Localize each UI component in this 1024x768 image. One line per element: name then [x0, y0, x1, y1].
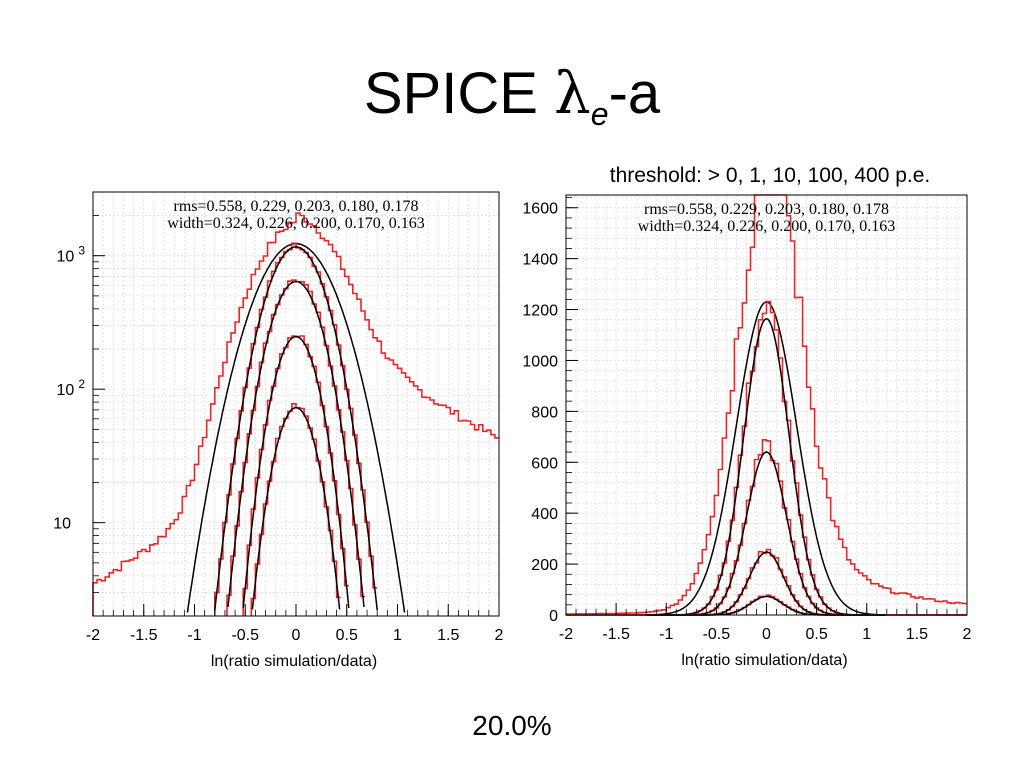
x-tick-label: -0.5: [703, 626, 731, 643]
threshold-note: threshold: > 0, 1, 10, 100, 400 p.e.: [609, 164, 931, 187]
y-tick-label: 400: [531, 506, 558, 523]
x-tick-label: -1.5: [602, 626, 630, 643]
y-tick-base: 1400: [522, 252, 558, 269]
y-tick-base: 400: [531, 506, 558, 523]
x-tick-label: 0.5: [806, 626, 828, 643]
y-tick-label: 800: [531, 404, 558, 421]
y-tick-exponent: 2: [78, 377, 85, 391]
x-tick-label: 1.5: [906, 626, 928, 643]
title-lambda-symbol: λ: [554, 59, 591, 127]
y-tick-label: 10: [53, 516, 71, 533]
histogram-series-0: [92, 212, 499, 616]
x-axis-title: ln(ratio simulation/data): [681, 652, 847, 669]
y-tick-label: 1200: [522, 303, 558, 320]
title-subscript: e: [590, 96, 609, 132]
stats-line-1: width=0.324, 0.226, 0.200, 0.170, 0.163: [167, 215, 424, 232]
histogram-series-4: [250, 403, 341, 616]
x-tick-label: 1: [393, 627, 402, 644]
title-main: SPICE: [363, 61, 555, 126]
y-tick-label: 1000: [522, 353, 558, 370]
stats-line-0: rms=0.558, 0.229, 0.203, 0.180, 0.178: [173, 198, 418, 215]
y-tick-base: 1600: [522, 201, 558, 218]
y-tick-base: 800: [531, 404, 558, 421]
y-tick-base: 1200: [522, 303, 558, 320]
y-tick-label: 10 2: [57, 377, 86, 399]
footer-percentage: 20.0%: [472, 710, 552, 741]
fit-curve-4: [251, 406, 341, 610]
linear-scale-histogram: -2 -1.5 -1 -0.5 0 0.5 1 1.5 2 0 200 400 600 800 1000 12…: [522, 194, 972, 669]
x-tick-label: 1: [862, 626, 871, 643]
x-tick-label: 0.5: [336, 627, 358, 644]
slide-title: SPICE λe-a: [0, 58, 1024, 149]
x-tick-label: -1.5: [130, 627, 158, 644]
y-tick-exponent: 3: [78, 244, 85, 258]
title-suffix: -a: [608, 61, 661, 126]
x-tick-label: 0: [292, 627, 301, 644]
x-tick-label: 2: [963, 626, 972, 643]
y-tick-base: 0: [549, 608, 558, 625]
y-tick-label: 10 3: [57, 244, 86, 266]
x-tick-label: -2: [86, 627, 100, 644]
fit-curve-1: [214, 246, 378, 611]
y-tick-label: 1400: [522, 252, 558, 269]
fit-curve-2: [227, 280, 365, 607]
x-tick-label: 0: [762, 626, 771, 643]
x-tick-label: 2: [495, 627, 504, 644]
x-tick-label: -1: [187, 627, 201, 644]
x-tick-label: -2: [559, 626, 573, 643]
x-axis-title: ln(ratio simulation/data): [211, 653, 377, 670]
y-tick-label: 600: [531, 455, 558, 472]
stats-line-1: width=0.324, 0.226, 0.200, 0.170, 0.163: [638, 218, 895, 235]
y-tick-base: 200: [531, 557, 558, 574]
y-tick-label: 1600: [522, 201, 558, 218]
y-tick-base: 600: [531, 455, 558, 472]
x-tick-label: 1.5: [437, 627, 459, 644]
y-tick-base: 10: [57, 249, 75, 266]
x-tick-label: -0.5: [231, 627, 259, 644]
y-tick-label: 200: [531, 557, 558, 574]
y-tick-base: 1000: [522, 353, 558, 370]
y-tick-base: 10: [53, 516, 71, 533]
y-tick-base: 10: [57, 382, 75, 399]
fit-curve-3: [242, 335, 350, 608]
stats-line-0: rms=0.558, 0.229, 0.203, 0.180, 0.178: [644, 201, 889, 218]
y-tick-label: 0: [549, 608, 558, 625]
histogram-series-2: [226, 279, 365, 616]
x-tick-label: -1: [659, 626, 673, 643]
